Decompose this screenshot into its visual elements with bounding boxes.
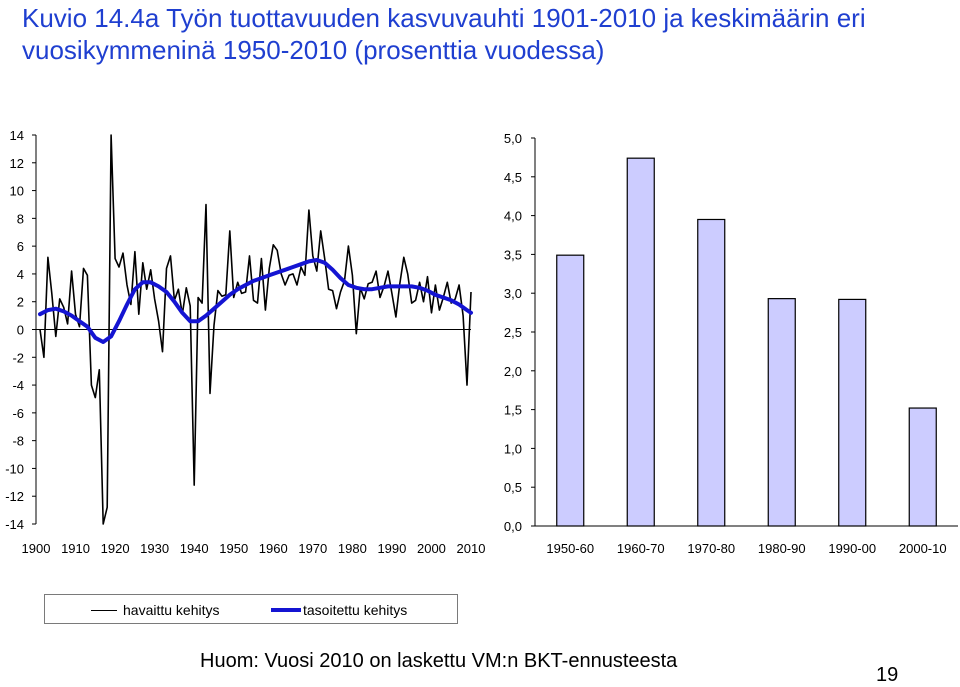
y-tick-label: 2	[17, 295, 24, 310]
x-tick-label: 1900	[22, 541, 51, 556]
y-tick-label: 0	[17, 323, 24, 338]
x-tick-label: 2000-10	[899, 541, 947, 556]
x-tick-label: 1970	[298, 541, 327, 556]
y-tick-label: 4,0	[504, 209, 522, 224]
x-tick-label: 1920	[101, 541, 130, 556]
y-tick-label: -12	[5, 489, 24, 504]
bar	[908, 407, 937, 527]
y-tick-label: 4	[17, 267, 24, 282]
x-tick-label: 1950-60	[546, 541, 594, 556]
y-tick-label: 2,5	[504, 325, 522, 340]
y-tick-label: 4,5	[504, 170, 522, 185]
x-tick-label: 2010	[457, 541, 486, 556]
y-tick-label: -6	[12, 406, 24, 421]
x-tick-label: 1960-70	[617, 541, 665, 556]
y-tick-label: 3,5	[504, 247, 522, 262]
x-tick-label: 1940	[180, 541, 209, 556]
y-tick-label: 1,0	[504, 441, 522, 456]
x-tick-label: 1960	[259, 541, 288, 556]
x-tick-label: 1970-80	[687, 541, 735, 556]
y-tick-label: 0,5	[504, 480, 522, 495]
x-tick-label: 1980	[338, 541, 367, 556]
legend: havaittu kehitys tasoitettu kehitys	[44, 594, 458, 624]
chart-title: Kuvio 14.4a Työn tuottavuuden kasvuvauht…	[22, 3, 866, 65]
bar	[556, 254, 585, 527]
line-chart-productivity-growth: 14 12 10 8 6 4 2 0 -2 -4 -6 -8 -10 -12 -14 1900 1910 1920…	[5, 128, 485, 556]
x-tick-label: 1990-00	[828, 541, 876, 556]
x-tick-label: 1990	[377, 541, 406, 556]
y-tick-label: -14	[5, 517, 24, 532]
x-tick-label: 1910	[61, 541, 90, 556]
footnote: Huom: Vuosi 2010 on laskettu VM:n BKT-en…	[200, 650, 678, 672]
legend-swatch-observed	[91, 610, 117, 611]
bar-chart-decade-averages: 5,0 4,5 4,0 3,5 3,0 2,5 2,0 1,5 1,0 0,5 0,0 1950-60…	[504, 131, 958, 556]
x-tick-label: 1980-90	[758, 541, 806, 556]
y-tick-label: 1,5	[504, 403, 522, 418]
y-tick-label: -10	[5, 461, 24, 476]
y-tick-label: 12	[10, 156, 24, 171]
y-tick-label: 5,0	[504, 131, 522, 146]
y-tick-label: -2	[12, 350, 24, 365]
x-tick-label: 2000	[417, 541, 446, 556]
bar	[626, 157, 655, 527]
y-tick-label: 14	[10, 128, 24, 143]
y-tick-label: 2,0	[504, 364, 522, 379]
y-tick-label: 6	[17, 239, 24, 254]
bar	[838, 298, 867, 527]
y-tick-label: 0,0	[504, 519, 522, 534]
bar	[697, 218, 726, 527]
legend-swatch-smoothed	[271, 608, 301, 612]
x-tick-label: 1930	[140, 541, 169, 556]
y-tick-label: -4	[12, 378, 24, 393]
y-tick-label: 10	[10, 184, 24, 199]
legend-label-smoothed: tasoitettu kehitys	[303, 602, 408, 618]
page-number: 19	[876, 664, 899, 686]
bar	[767, 298, 796, 527]
y-tick-label: 3,0	[504, 286, 522, 301]
x-tick-label: 1950	[219, 541, 248, 556]
y-tick-label: -8	[12, 434, 24, 449]
y-tick-label: 8	[17, 211, 24, 226]
series-line-observed	[39, 134, 472, 525]
legend-label-observed: havaittu kehitys	[123, 602, 220, 618]
series-line-smoothed	[38, 258, 473, 344]
